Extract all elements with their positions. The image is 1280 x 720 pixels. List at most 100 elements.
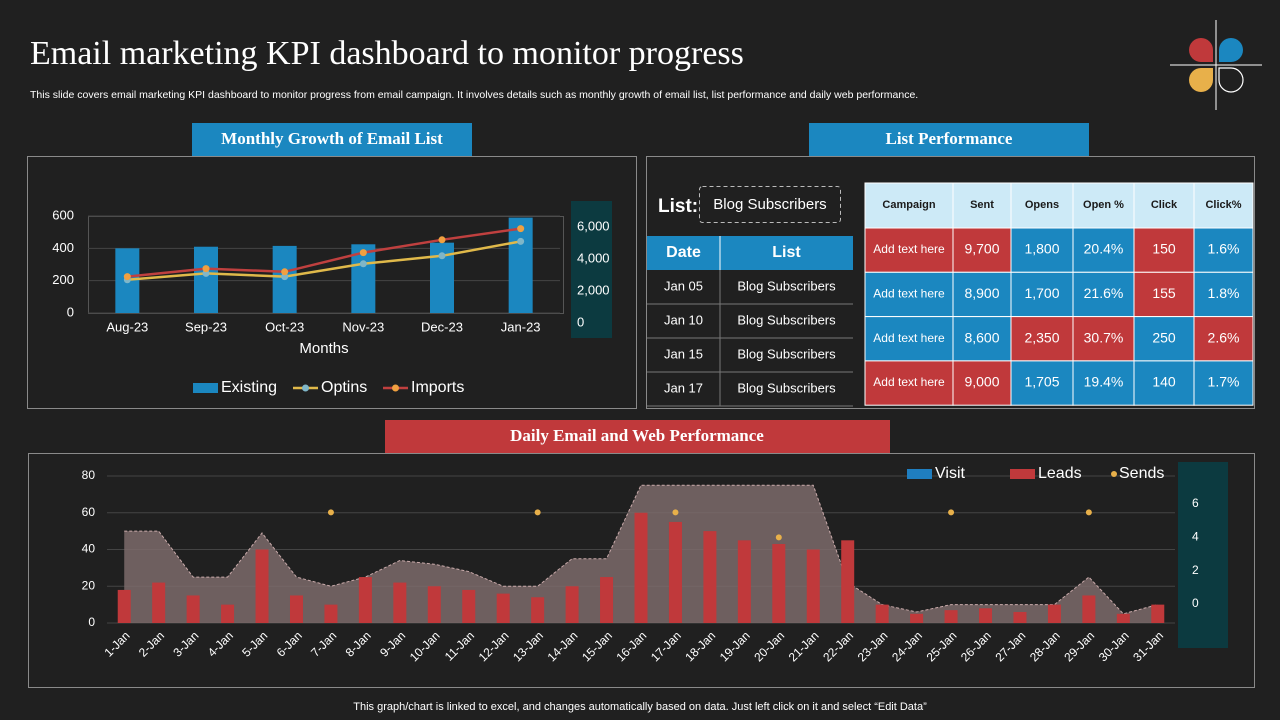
bar <box>772 543 786 623</box>
bar <box>600 577 614 623</box>
bar <box>979 608 993 623</box>
table-cell: 250 <box>1152 329 1176 345</box>
table-cell: Blog Subscribers <box>737 312 836 327</box>
bar <box>427 586 441 623</box>
line-marker <box>438 252 446 260</box>
x-axis-label: Months <box>299 340 348 357</box>
table-cell: 9,700 <box>964 241 999 257</box>
point <box>1085 509 1092 516</box>
table-cell: Blog Subscribers <box>737 346 836 361</box>
table-header-cell <box>1010 182 1074 229</box>
table-cell: Add text here <box>873 331 945 345</box>
panel-border <box>28 453 1255 688</box>
line-marker <box>281 268 289 276</box>
y-tick-label: 0 <box>67 304 74 319</box>
table-cell: 140 <box>1152 374 1176 390</box>
table-cell: 9,000 <box>964 374 999 390</box>
section-title: Monthly Growth of Email List <box>221 129 443 148</box>
y2-tick-label: 6,000 <box>577 218 610 233</box>
table-cell-bg <box>1133 360 1195 406</box>
table-cell-bg <box>952 360 1012 406</box>
table-header-label: Click% <box>1205 199 1241 211</box>
line-marker <box>359 249 367 257</box>
table-header-cell <box>952 182 1012 229</box>
bar <box>221 604 235 623</box>
y2-tick-label: 0 <box>1192 596 1199 610</box>
table-header-label: List <box>772 244 801 261</box>
legend-swatch <box>302 384 309 392</box>
line <box>127 227 521 278</box>
line-marker <box>517 237 525 245</box>
x-tick-label: Jan-23 <box>501 319 541 334</box>
table-cell: 30.7% <box>1084 329 1124 345</box>
bar <box>531 597 545 623</box>
table-cell: Add text here <box>873 242 945 256</box>
point <box>672 509 679 516</box>
list-dropdown[interactable] <box>699 186 841 223</box>
x-tick-label: Dec-23 <box>421 319 463 334</box>
y-tick-label: 0 <box>88 615 95 629</box>
bar <box>289 595 303 623</box>
bar <box>117 589 131 623</box>
bar <box>1082 595 1096 623</box>
page-title: Email marketing KPI dashboard to monitor… <box>30 35 744 72</box>
y2-tick-label: 6 <box>1192 496 1199 510</box>
y2-tick-label: 4 <box>1192 530 1199 544</box>
table-cell: 155 <box>1152 285 1176 301</box>
legend-label: Imports <box>411 379 464 396</box>
legend-label: Optins <box>321 379 367 396</box>
table-header <box>647 236 853 270</box>
table-cell: 8,900 <box>964 285 999 301</box>
point <box>534 509 541 516</box>
bar <box>841 540 855 623</box>
table-cell-bg <box>1193 316 1254 362</box>
table-cell: 2,350 <box>1024 329 1059 345</box>
table-cell-bg <box>1010 360 1074 406</box>
table-cell-bg <box>1193 360 1254 406</box>
bar <box>634 512 648 623</box>
bar <box>152 582 166 623</box>
table-header-label: Opens <box>1025 199 1059 211</box>
list-dropdown-value: Blog Subscribers <box>713 196 826 213</box>
bar <box>703 531 717 623</box>
table-cell: 20.4% <box>1084 241 1124 257</box>
table-cell: Add text here <box>873 375 945 389</box>
bar <box>875 604 889 623</box>
table-cell-bg <box>1072 227 1135 273</box>
table-header-cell <box>1072 182 1135 229</box>
point <box>775 534 782 541</box>
section-header <box>385 420 890 453</box>
point <box>948 509 955 516</box>
table-cell-bg <box>1133 271 1195 318</box>
line-marker <box>438 236 446 244</box>
table-cell: Jan 17 <box>664 380 703 395</box>
section-title: Daily Email and Web Performance <box>510 426 764 445</box>
y-tick-label: 200 <box>52 272 74 287</box>
line-marker <box>359 260 367 268</box>
section-header <box>192 123 472 156</box>
table-cell-bg <box>1133 316 1195 362</box>
table-cell: 1.7% <box>1208 374 1240 390</box>
y-tick-label: 40 <box>82 542 96 556</box>
logo <box>1170 20 1262 110</box>
table-cell-bg <box>1072 360 1135 406</box>
section-title: List Performance <box>886 129 1013 148</box>
legend-label: Existing <box>221 379 277 396</box>
y2-tick-label: 2 <box>1192 563 1199 577</box>
y-tick-label: 20 <box>82 578 96 592</box>
page-subtitle: This slide covers email marketing KPI da… <box>30 89 918 101</box>
table-cell: Blog Subscribers <box>737 380 836 395</box>
table-cell: 1,800 <box>1024 241 1059 257</box>
y-tick-label: 60 <box>82 505 96 519</box>
y2-tick-label: 2,000 <box>577 282 610 297</box>
bar <box>462 589 476 623</box>
legend-label: Visit <box>935 465 965 482</box>
legend-swatch <box>193 383 218 393</box>
table-cell: 19.4% <box>1084 374 1124 390</box>
bar <box>668 521 682 623</box>
y-tick-label: 80 <box>82 468 96 482</box>
line-marker <box>281 273 289 281</box>
table-cell-bg <box>864 316 954 362</box>
bar <box>565 586 579 623</box>
bar <box>910 613 924 623</box>
